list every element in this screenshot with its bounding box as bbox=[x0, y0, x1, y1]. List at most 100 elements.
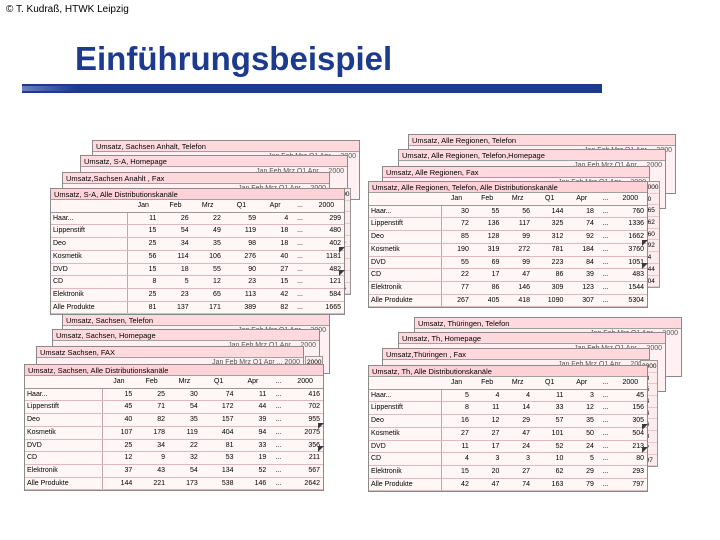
table-cell: 44 bbox=[236, 400, 270, 415]
row-label: Haar... bbox=[25, 388, 103, 402]
table-cell: 223 bbox=[533, 256, 567, 270]
column-header: Apr bbox=[259, 200, 292, 213]
table-cell: 119 bbox=[168, 426, 201, 440]
table-cell: 319 bbox=[471, 243, 503, 257]
table-cell: 4 bbox=[259, 212, 292, 226]
table-cell: 11 bbox=[236, 388, 270, 402]
table-row: Elektronik 25 23 65 113 42... 584 bbox=[51, 288, 344, 302]
table-cell: 137 bbox=[159, 300, 192, 315]
table-cell: 18 bbox=[259, 237, 292, 251]
table-cell: 584 bbox=[308, 288, 344, 302]
table-cell: 42 bbox=[259, 288, 292, 302]
table-cell: 54 bbox=[168, 400, 201, 415]
table-cell: 18 bbox=[259, 224, 292, 239]
corner-marker-icon bbox=[339, 270, 345, 277]
table-row: Elektronik 37 43 54 134 52... 567 bbox=[25, 464, 323, 478]
table-cell: 136 bbox=[471, 217, 503, 232]
table-cell: ... bbox=[596, 230, 614, 244]
table-cell: 190 bbox=[441, 243, 472, 257]
sheet-title: Umsatz, Th, Alle Distributionskanäle bbox=[369, 366, 647, 377]
sheet-title: Umsatz, Sachsen, Alle Distributionskanäl… bbox=[25, 365, 323, 376]
table-cell: 5 bbox=[566, 452, 597, 466]
row-label: Deo bbox=[51, 237, 128, 251]
sheet-column-header: Jan Feb Mrz Q1 Apr ... 2000 bbox=[212, 359, 300, 366]
corner-marker-icon bbox=[339, 246, 345, 253]
table-cell: 173 bbox=[168, 476, 201, 491]
table-cell: 99 bbox=[502, 230, 533, 244]
table-row: Kosmetik 56 114 106 276 40... 1181 bbox=[51, 250, 344, 264]
column-header: Feb bbox=[159, 200, 192, 213]
table-row: Lippenstift 8 11 14 33 12... 156 bbox=[369, 401, 647, 416]
table-cell: 11 bbox=[127, 212, 160, 226]
column-header: Apr bbox=[566, 377, 597, 390]
table-cell: 171 bbox=[191, 300, 224, 315]
edge-value: 765 bbox=[643, 205, 659, 218]
sales-table: Jan Feb Mrz Q1 Apr... 2000 Haar... 30 55 56 144 18.… bbox=[369, 193, 647, 308]
table-cell: 144 bbox=[533, 205, 567, 219]
table-cell: ... bbox=[291, 224, 309, 239]
sheet-title: Umsatz, Alle Regionen, Telefon bbox=[409, 135, 675, 146]
table-cell: 11 bbox=[441, 440, 472, 454]
table-cell: 39 bbox=[566, 268, 597, 282]
table-cell: 25 bbox=[135, 388, 169, 402]
table-cell: 213 bbox=[613, 440, 647, 454]
table-row: Alle Produkte 144 221 173 538 146... 2642 bbox=[25, 476, 323, 491]
sheet-title: Umsatz, Alle Regionen, Telefon, Alle Dis… bbox=[369, 182, 647, 193]
table-row: Alle Produkte 267 405 418 1090 307... 5304 bbox=[369, 293, 647, 308]
column-header: 2000 bbox=[613, 193, 647, 206]
table-cell: 27 bbox=[471, 427, 503, 441]
table-cell: 74 bbox=[200, 388, 237, 402]
table-cell: ... bbox=[269, 388, 288, 402]
table-cell: 405 bbox=[471, 293, 503, 308]
table-cell: 538 bbox=[200, 476, 237, 491]
table-cell: 20 bbox=[471, 465, 503, 479]
table-row: DVD 15 18 55 90 27... 482 bbox=[51, 263, 344, 277]
table-cell: 43 bbox=[135, 464, 169, 478]
row-label: Deo bbox=[25, 413, 103, 427]
table-row: Deo 85 128 99 312 92... 1662 bbox=[369, 230, 647, 244]
column-header: Mrz bbox=[502, 193, 533, 206]
table-cell: 4 bbox=[471, 389, 503, 403]
table-cell: 90 bbox=[223, 263, 259, 277]
table-cell: 146 bbox=[236, 476, 270, 491]
table-cell: 267 bbox=[441, 293, 472, 308]
corner-marker-icon bbox=[642, 239, 648, 246]
table-row: Kosmetik 107 178 119 404 94... 2075 bbox=[25, 426, 323, 440]
table-cell: 307 bbox=[566, 293, 597, 308]
table-cell: 34 bbox=[135, 439, 169, 453]
row-label: Elektronik bbox=[51, 288, 128, 302]
table-cell: 24 bbox=[566, 440, 597, 454]
sheet-title: Umsatz, Sachsen, Telefon bbox=[63, 315, 329, 326]
table-cell: 106 bbox=[191, 250, 224, 264]
table-cell: 184 bbox=[566, 243, 597, 257]
table-cell: 117 bbox=[502, 217, 533, 232]
table-cell: 305 bbox=[613, 414, 647, 428]
edge-value: 2000 bbox=[643, 182, 659, 194]
front-sheet: Umsatz, Alle Regionen, Telefon, Alle Dis… bbox=[368, 181, 648, 309]
table-cell: ... bbox=[596, 217, 614, 232]
table-cell: 3760 bbox=[613, 243, 647, 257]
table-cell: ... bbox=[596, 389, 614, 403]
column-header: Jan bbox=[102, 376, 136, 389]
table-cell: 3 bbox=[471, 452, 503, 466]
table-cell: 760 bbox=[613, 205, 647, 219]
column-header: ... bbox=[291, 200, 309, 213]
table-cell: 52 bbox=[533, 440, 567, 454]
column-header: Mrz bbox=[502, 377, 533, 390]
table-cell: 4 bbox=[502, 389, 533, 403]
row-label: Kosmetik bbox=[51, 250, 128, 264]
row-label: Kosmetik bbox=[369, 427, 442, 441]
table-cell: 56 bbox=[502, 205, 533, 219]
table-cell: 276 bbox=[223, 250, 259, 264]
table-cell: 1090 bbox=[533, 293, 567, 308]
column-header: 2000 bbox=[613, 377, 647, 390]
table-cell: ... bbox=[291, 300, 309, 315]
row-label: Haar... bbox=[369, 389, 442, 403]
column-header: Mrz bbox=[168, 376, 201, 389]
table-cell: 480 bbox=[308, 224, 344, 239]
table-cell: 65 bbox=[191, 288, 224, 302]
edge-value: 760 bbox=[643, 229, 659, 241]
table-cell: 418 bbox=[502, 293, 533, 308]
sheet-title: Umsatz, Alle Regionen, Telefon,Homepage bbox=[399, 150, 665, 161]
table-cell: ... bbox=[596, 427, 614, 441]
